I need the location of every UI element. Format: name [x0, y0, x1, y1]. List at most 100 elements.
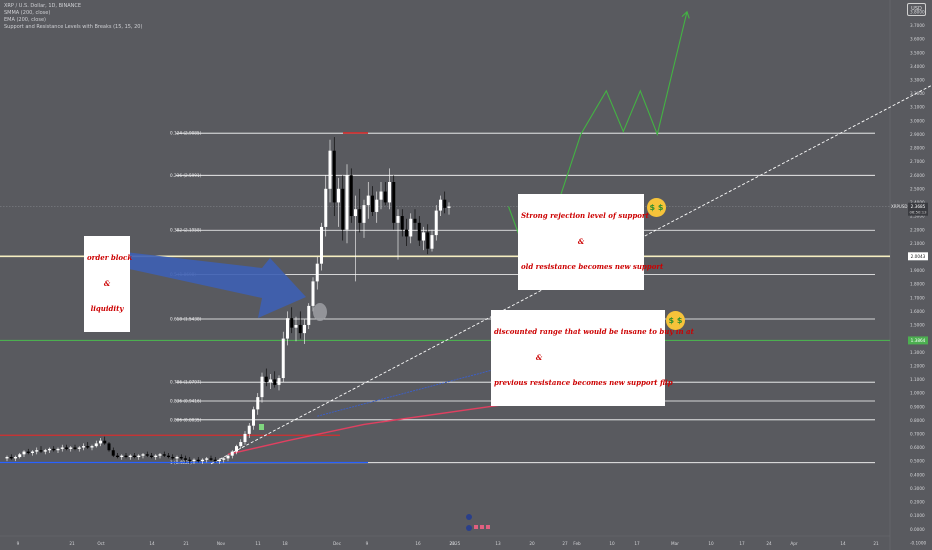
candle-body[interactable] [264, 376, 268, 383]
candle-body[interactable] [345, 175, 349, 230]
candle-body[interactable] [31, 451, 34, 453]
candle-body[interactable] [111, 450, 115, 456]
candle-body[interactable] [99, 440, 102, 444]
candle-body[interactable] [107, 443, 111, 451]
candle-body[interactable] [366, 195, 370, 206]
candle-body[interactable] [162, 454, 166, 456]
candle-body[interactable] [286, 318, 289, 339]
candle-body[interactable] [337, 188, 340, 203]
candle-body[interactable] [196, 459, 200, 462]
candle-body[interactable] [443, 199, 447, 208]
candle-body[interactable] [383, 191, 387, 203]
candle-body[interactable] [94, 443, 98, 447]
candle-body[interactable] [349, 175, 353, 217]
candle-body[interactable] [422, 232, 425, 241]
candle-body[interactable] [56, 448, 60, 451]
candle-body[interactable] [324, 188, 328, 227]
candle-body[interactable] [439, 199, 442, 211]
candle-body[interactable] [341, 188, 345, 230]
candle-body[interactable] [362, 205, 366, 223]
candle-body[interactable] [120, 455, 124, 458]
candle-body[interactable] [375, 199, 379, 212]
candle-body[interactable] [269, 379, 272, 383]
candle-body[interactable] [409, 218, 413, 237]
candle-body[interactable] [239, 442, 243, 447]
candle-body[interactable] [379, 191, 383, 200]
candle-body[interactable] [14, 457, 17, 459]
candle-body[interactable] [184, 458, 187, 460]
candle-body[interactable] [218, 459, 221, 462]
candle-body[interactable] [124, 455, 128, 458]
candle-body[interactable] [48, 448, 51, 451]
candle-body[interactable] [18, 454, 22, 458]
candle-body[interactable] [133, 455, 136, 458]
candle-body[interactable] [116, 455, 119, 458]
candle-body[interactable] [137, 455, 141, 458]
candle-body[interactable] [201, 459, 204, 462]
candle-body[interactable] [179, 457, 183, 459]
indicator-smma-legend[interactable]: SMMA (200, close) [4, 10, 51, 16]
candle-body[interactable] [222, 458, 226, 460]
candle-body[interactable] [307, 305, 311, 325]
candle-body[interactable] [252, 409, 255, 426]
candle-body[interactable] [247, 425, 251, 434]
candle-body[interactable] [171, 457, 175, 459]
candle-body[interactable] [154, 455, 158, 458]
candle-body[interactable] [388, 182, 391, 203]
candle-body[interactable] [392, 182, 396, 223]
candle-body[interactable] [82, 446, 85, 448]
candle-body[interactable] [235, 446, 238, 452]
candle-body[interactable] [39, 450, 43, 452]
candle-body[interactable] [188, 459, 192, 462]
candle-body[interactable] [405, 229, 408, 237]
candle-body[interactable] [175, 457, 179, 459]
candle-body[interactable] [354, 209, 357, 217]
candle-body[interactable] [69, 447, 73, 449]
candle-body[interactable] [430, 235, 434, 249]
indicator-ema-legend[interactable]: EMA (200, close) [4, 17, 46, 23]
candle-body[interactable] [243, 433, 247, 443]
candle-body[interactable] [65, 447, 68, 449]
candle-body[interactable] [396, 216, 400, 223]
candle-body[interactable] [273, 379, 277, 385]
candle-body[interactable] [320, 226, 323, 264]
candle-body[interactable] [298, 324, 302, 334]
candle-body[interactable] [9, 457, 13, 459]
candle-body[interactable] [400, 216, 404, 230]
candle-body[interactable] [86, 446, 90, 448]
candle-body[interactable] [328, 150, 332, 189]
candle-body[interactable] [209, 458, 213, 460]
candle-body[interactable] [5, 457, 9, 459]
candle-body[interactable] [26, 451, 30, 453]
candle-body[interactable] [371, 195, 374, 212]
candle-body[interactable] [167, 455, 170, 458]
candle-body[interactable] [447, 206, 451, 208]
candle-body[interactable] [103, 440, 107, 444]
candle-body[interactable] [434, 210, 438, 236]
indicator-sr-legend[interactable]: Support and Resistance Levels with Break… [4, 24, 143, 30]
candle-body[interactable] [332, 150, 336, 203]
candle-body[interactable] [150, 455, 153, 458]
candle-body[interactable] [60, 447, 64, 449]
candle-body[interactable] [192, 459, 196, 462]
candle-body[interactable] [128, 455, 132, 458]
candle-body[interactable] [145, 454, 149, 456]
candle-body[interactable] [294, 324, 298, 328]
candle-body[interactable] [205, 458, 209, 460]
candle-body[interactable] [226, 455, 230, 459]
candle-body[interactable] [141, 454, 145, 456]
candle-body[interactable] [303, 324, 306, 334]
candle-body[interactable] [43, 450, 47, 452]
candle-body[interactable] [277, 378, 281, 385]
candle-body[interactable] [73, 447, 77, 449]
candle-body[interactable] [90, 446, 94, 448]
candle-body[interactable] [358, 209, 362, 223]
candle-body[interactable] [35, 450, 39, 452]
candle-body[interactable] [311, 281, 315, 306]
candle-body[interactable] [256, 397, 260, 410]
candle-body[interactable] [230, 451, 234, 456]
candle-body[interactable] [281, 338, 285, 379]
candle-body[interactable] [413, 218, 417, 223]
candle-body[interactable] [52, 448, 56, 451]
